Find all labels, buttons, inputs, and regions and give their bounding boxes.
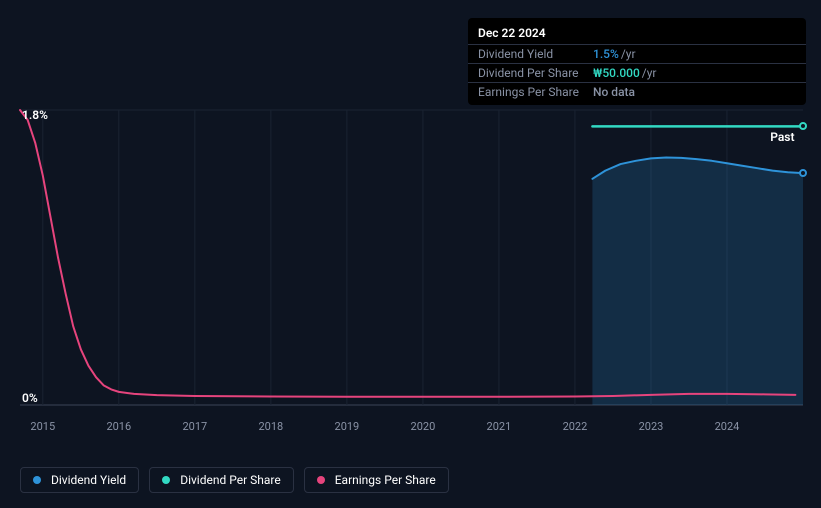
x-tick-label: 2015 [30,420,55,433]
tooltip-row: Dividend Yield1.5%/yr [468,45,806,64]
legend-item-dividend-per-share[interactable]: Dividend Per Share [149,467,294,493]
legend-item-label: Earnings Per Share [335,473,436,487]
x-tick-label: 2017 [182,420,207,433]
legend-dot-icon [33,476,41,484]
x-tick-label: 2023 [639,420,664,433]
y-tick-label: 1.8% [22,108,48,122]
y-tick-label: 0% [22,391,38,405]
tooltip-date: Dec 22 2024 [468,24,806,45]
dividend_yield-end-dot [799,169,807,177]
tooltip-row-value: 1.5% [593,47,619,61]
x-tick-label: 2022 [563,420,588,433]
tooltip-box: Dec 22 2024 Dividend Yield1.5%/yrDividen… [468,18,806,105]
chart-svg [20,110,803,405]
legend-item-earnings-per-share[interactable]: Earnings Per Share [304,467,449,493]
legend-item-label: Dividend Yield [51,473,126,487]
x-tick-label: 2024 [715,420,740,433]
x-tick-label: 2016 [106,420,131,433]
past-label: Past [770,130,794,144]
tooltip-row-label: Earnings Per Share [478,85,593,99]
tooltip-row-label: Dividend Per Share [478,66,593,80]
x-tick-label: 2019 [335,420,360,433]
tooltip-row-unit: /yr [621,47,636,61]
x-tick-label: 2018 [258,420,283,433]
tooltip-row: Dividend Per Share₩50.000/yr [468,64,806,83]
dividend_per_share-end-dot [799,122,807,130]
chart-plot-area [20,110,803,405]
tooltip-row-value: No data [593,85,635,99]
legend-dot-icon [317,476,325,484]
tooltip-row-value: ₩50.000 [593,66,640,80]
tooltip-row-label: Dividend Yield [478,47,593,61]
legend-item-dividend-yield[interactable]: Dividend Yield [20,467,139,493]
legend-item-label: Dividend Per Share [180,473,281,487]
tooltip-row: Earnings Per ShareNo data [468,83,806,101]
legend: Dividend Yield Dividend Per Share Earnings… [20,467,449,493]
x-tick-label: 2021 [487,420,512,433]
legend-dot-icon [162,476,170,484]
tooltip-row-unit: /yr [642,66,657,80]
x-tick-label: 2020 [411,420,436,433]
x-axis: 2015 2016 2017 2018 2019 2020 2021 2022 2023 2024 [20,420,803,440]
